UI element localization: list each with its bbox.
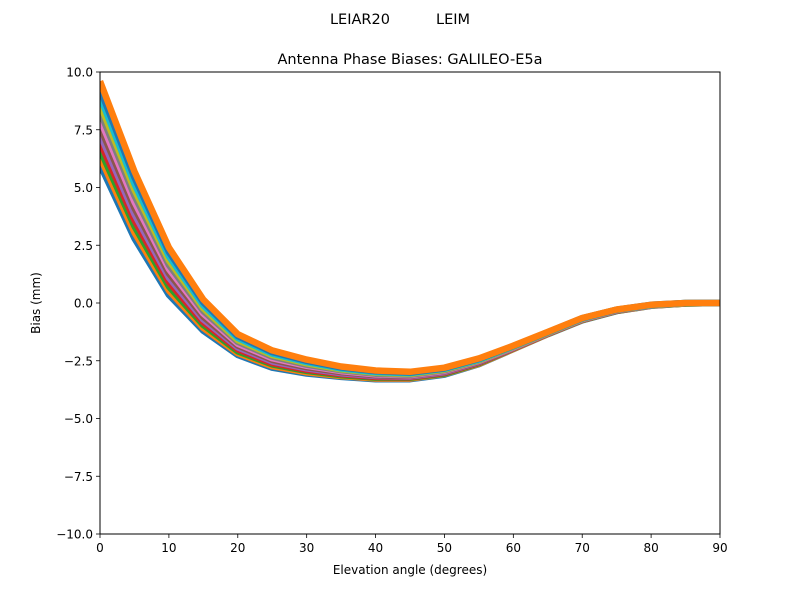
y-tick-label: 5.0 bbox=[74, 181, 93, 195]
x-tick-label: 80 bbox=[643, 541, 658, 555]
y-tick-label: −2.5 bbox=[64, 354, 93, 368]
y-tick-label: 0.0 bbox=[74, 297, 93, 311]
y-axis: −10.0 −7.5 −5.0 −2.5 0.0 2.5 5.0 7.5 10.0 bbox=[56, 66, 100, 542]
series-line-3 bbox=[100, 140, 720, 381]
series-line-11 bbox=[100, 80, 720, 376]
x-tick-label: 60 bbox=[506, 541, 521, 555]
x-axis-label: Elevation angle (degrees) bbox=[333, 563, 487, 577]
x-tick-label: 10 bbox=[161, 541, 176, 555]
series-line-8 bbox=[100, 102, 720, 378]
series-line-1 bbox=[100, 155, 720, 382]
y-tick-label: −7.5 bbox=[64, 470, 93, 484]
series-line-5 bbox=[100, 125, 720, 380]
x-tick-label: 20 bbox=[230, 541, 245, 555]
x-tick-label: 30 bbox=[299, 541, 314, 555]
series-line-2 bbox=[100, 148, 720, 382]
y-tick-label: 7.5 bbox=[74, 123, 93, 137]
x-tick-label: 40 bbox=[368, 541, 383, 555]
series-line-7 bbox=[100, 110, 720, 378]
series-line-4 bbox=[100, 132, 720, 380]
series-lines bbox=[100, 80, 720, 383]
chart-title: Antenna Phase Biases: GALILEO-E5a bbox=[278, 52, 543, 68]
x-tick-label: 50 bbox=[437, 541, 452, 555]
series-line-6 bbox=[100, 117, 720, 379]
y-tick-label: 10.0 bbox=[66, 66, 93, 80]
y-tick-label: 2.5 bbox=[74, 239, 93, 253]
y-axis-label: Bias (mm) bbox=[29, 272, 43, 334]
x-tick-label: 0 bbox=[96, 541, 104, 555]
series-line-9 bbox=[100, 95, 720, 377]
figure-suptitle: LEIAR20 LEIM bbox=[330, 12, 470, 28]
y-tick-label: −10.0 bbox=[56, 528, 93, 542]
y-tick-label: −5.0 bbox=[64, 412, 93, 426]
x-axis: 0 10 20 30 40 50 60 70 80 90 bbox=[96, 534, 728, 555]
x-tick-label: 90 bbox=[712, 541, 727, 555]
series-line-0 bbox=[100, 163, 720, 383]
series-line-10 bbox=[100, 87, 720, 376]
x-tick-label: 70 bbox=[575, 541, 590, 555]
